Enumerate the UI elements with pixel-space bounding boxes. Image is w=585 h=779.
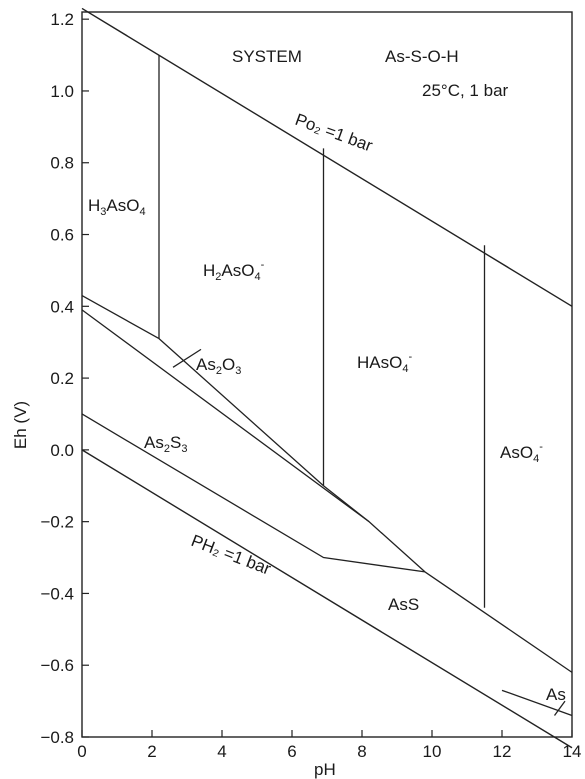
region-haso4: HAsO4- — [357, 351, 412, 375]
y-tick-label: −0.2 — [40, 513, 74, 532]
region-as2s3: As2S3 — [144, 433, 187, 455]
y-tick-label: −0.4 — [40, 584, 74, 603]
y-tick-label: −0.6 — [40, 656, 74, 675]
x-tick-label: 14 — [563, 742, 582, 761]
boundary-as2s3-as2o3 — [81, 309, 426, 573]
x-tick-label: 4 — [217, 742, 226, 761]
region-ass: AsS — [388, 595, 419, 614]
axis-ticks: 0 2 4 6 8 10 12 14 −0.8 −0.6 −0.4 −0.2 0.0 0.2 0.4 0.6 0… — [40, 10, 581, 761]
x-tick-label: 10 — [423, 742, 442, 761]
region-h2aso4: H2AsO4- — [203, 259, 265, 283]
system-label: SYSTEM — [232, 47, 302, 66]
y-tick-label: −0.8 — [40, 728, 74, 747]
y-axis-title: Eh (V) — [11, 401, 30, 449]
x-tick-label: 2 — [147, 742, 156, 761]
boundary-as-leader — [553, 700, 566, 716]
x-tick-label: 6 — [287, 742, 296, 761]
boundary-ass-oxidized — [424, 571, 573, 673]
o2-stability-line — [81, 7, 573, 307]
h2-line-label: PH₂ =1 bar — [189, 531, 274, 579]
field-boundaries — [81, 55, 573, 717]
y-tick-label: 0.0 — [50, 441, 74, 460]
y-tick-label: 0.4 — [50, 297, 74, 316]
region-as: As — [546, 685, 566, 704]
boundary-as2o3-leader — [172, 348, 202, 368]
region-h3aso4: H3AsO4 — [88, 196, 146, 218]
y-tick-label: 0.2 — [50, 369, 74, 388]
x-tick-label: 0 — [77, 742, 86, 761]
boundary-as2s3-ass — [81, 413, 426, 573]
y-tick-label: 1.0 — [50, 82, 74, 101]
plot-frame — [81, 11, 573, 738]
h2-stability-line — [81, 449, 573, 749]
x-tick-label: 12 — [493, 742, 512, 761]
boundary-ass-as — [501, 689, 573, 717]
x-axis-title: pH — [314, 760, 336, 779]
boundary-h3aso4-as2o3-upper — [81, 294, 160, 340]
y-tick-label: 0.6 — [50, 226, 74, 245]
o2-line-label: Po₂ =1 bar — [293, 110, 376, 156]
x-tick-label: 8 — [357, 742, 366, 761]
y-tick-label: 0.8 — [50, 154, 74, 173]
boundary-as2o3-h2aso4 — [158, 338, 370, 523]
y-tick-label: 1.2 — [50, 10, 74, 29]
system-name: As-S-O-H — [385, 47, 459, 66]
conditions-label: 25°C, 1 bar — [422, 81, 509, 100]
region-as2o3: As2O3 — [196, 355, 241, 377]
region-aso4: AsO4- — [500, 441, 543, 465]
